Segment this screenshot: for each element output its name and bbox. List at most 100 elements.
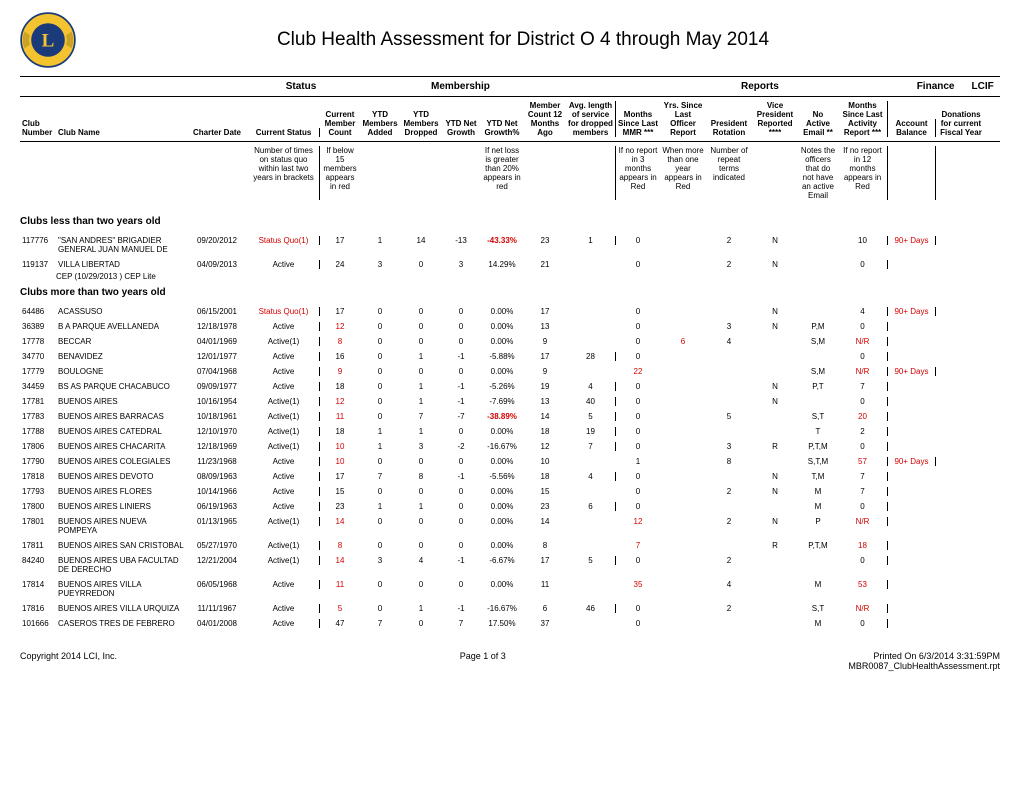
cell: BECCAR — [56, 337, 186, 346]
cell: Active — [248, 472, 320, 481]
cell: 1 — [400, 427, 442, 436]
cell: T — [798, 427, 838, 436]
cell: 17788 — [20, 427, 56, 436]
cell: 0 — [360, 487, 400, 496]
section-subnote: CEP (10/29/2013 ) CEP Lite — [56, 272, 1000, 281]
footer-copyright: Copyright 2014 LCI, Inc. — [20, 651, 117, 671]
cell: 3 — [400, 442, 442, 451]
cell: Active — [248, 487, 320, 496]
cell: 0 — [838, 397, 888, 406]
cell: 0 — [838, 442, 888, 451]
table-row: 101666CASEROS TRES DE FEBRERO04/01/2008A… — [20, 616, 1000, 631]
cell: 12/21/2004 — [186, 556, 248, 565]
cell: 1 — [360, 442, 400, 451]
cell: N/R — [838, 367, 888, 376]
cell: 12 — [524, 442, 566, 451]
cell: 0 — [616, 619, 660, 628]
cell: 64486 — [20, 307, 56, 316]
cell: 14 — [320, 556, 360, 565]
cell: 101666 — [20, 619, 56, 628]
cell: 6 — [524, 604, 566, 613]
cell: BUENOS AIRES SAN CRISTOBAL — [56, 541, 186, 550]
cell: 47 — [320, 619, 360, 628]
cell: 0 — [442, 541, 480, 550]
cell: 3 — [360, 556, 400, 565]
cell: 0 — [360, 352, 400, 361]
cell: Active(1) — [248, 517, 320, 526]
cell: 7 — [838, 472, 888, 481]
cell: 0 — [400, 457, 442, 466]
cell: 0 — [442, 427, 480, 436]
cell: -5.56% — [480, 472, 524, 481]
cell: 4 — [566, 382, 616, 391]
cell: 4 — [706, 580, 752, 589]
cell: 14 — [320, 517, 360, 526]
cell: 7 — [360, 619, 400, 628]
table-row: 17788BUENOS AIRES CATEDRAL12/10/1970Acti… — [20, 424, 1000, 439]
gh-finance: Finance — [914, 81, 957, 92]
cell: N — [752, 517, 798, 526]
h-clubnum: Club Number — [20, 119, 56, 137]
cell: -1 — [442, 472, 480, 481]
cell: 17779 — [20, 367, 56, 376]
cell: -1 — [442, 352, 480, 361]
cell: 1 — [360, 502, 400, 511]
cell: 17 — [524, 352, 566, 361]
cell: 19 — [524, 382, 566, 391]
cell: 12/01/1977 — [186, 352, 248, 361]
cell: Active(1) — [248, 442, 320, 451]
cell: R — [752, 442, 798, 451]
cell: 0 — [838, 619, 888, 628]
cell: 90+ Days — [888, 307, 936, 316]
table-row: 17816BUENOS AIRES VILLA URQUIZA11/11/196… — [20, 601, 1000, 616]
cell: 04/01/2008 — [186, 619, 248, 628]
table-row: 36389B A PARQUE AVELLANEDA12/18/1978Acti… — [20, 319, 1000, 334]
cell: 53 — [838, 580, 888, 589]
cell: 12 — [320, 397, 360, 406]
cell: S,T — [798, 412, 838, 421]
cell: 17778 — [20, 337, 56, 346]
column-headers: Club Number Club Name Charter Date Curre… — [20, 97, 1000, 142]
table-row: 17806BUENOS AIRES CHACARITA12/18/1969Act… — [20, 439, 1000, 454]
cell: -5.26% — [480, 382, 524, 391]
cell: 17811 — [20, 541, 56, 550]
cell: 0 — [360, 322, 400, 331]
cell: BUENOS AIRES NUEVA POMPEYA — [56, 517, 186, 535]
cell: Active — [248, 260, 320, 269]
table-row: 119137VILLA LIBERTAD04/09/2013Active2430… — [20, 257, 1000, 272]
cell: 0 — [400, 541, 442, 550]
cell: N — [752, 397, 798, 406]
h-mc12: Member Count 12 Months Ago — [524, 101, 566, 137]
cell: 0 — [442, 307, 480, 316]
cell: 11 — [320, 580, 360, 589]
cell: 0 — [360, 580, 400, 589]
cell: 0.00% — [480, 337, 524, 346]
cell: 13 — [524, 397, 566, 406]
cell: 4 — [400, 556, 442, 565]
cell: 0 — [616, 322, 660, 331]
cell: 0.00% — [480, 457, 524, 466]
cell: Active(1) — [248, 427, 320, 436]
cell: N — [752, 382, 798, 391]
cell: 2 — [706, 236, 752, 245]
h-noemail: No Active Email ** — [798, 110, 838, 137]
cell: 4 — [706, 337, 752, 346]
cell: 11 — [320, 412, 360, 421]
cell: Active(1) — [248, 541, 320, 550]
cell: 0 — [360, 307, 400, 316]
exp-presrot: Number of repeat terms indicated — [706, 146, 752, 200]
cell: 7 — [442, 619, 480, 628]
cell: 36389 — [20, 322, 56, 331]
cell: 7 — [838, 487, 888, 496]
cell: 12/10/1970 — [186, 427, 248, 436]
cell: N — [752, 236, 798, 245]
cell: 0.00% — [480, 541, 524, 550]
footer-printed: Printed On 6/3/2014 3:31:59PM — [848, 651, 1000, 661]
cell: 5 — [706, 412, 752, 421]
cell: 14 — [524, 412, 566, 421]
cell: 0 — [400, 367, 442, 376]
cell: 12/18/1978 — [186, 322, 248, 331]
cell: 0 — [616, 352, 660, 361]
cell: BUENOS AIRES UBA FACULTAD DE DERECHO — [56, 556, 186, 574]
cell: -1 — [442, 556, 480, 565]
